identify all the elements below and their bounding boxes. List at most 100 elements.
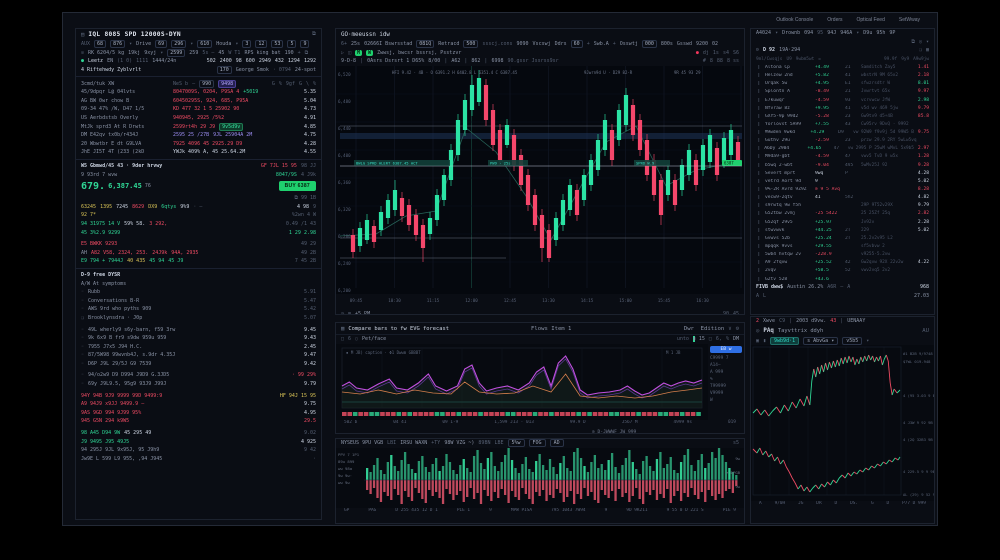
volume-tab-row[interactable]: NYSEUS 9PU VGB LBI IRSU WAXN +TY 98W VZG ~) 8…	[336, 439, 744, 448]
scanner-row[interactable]: ▕▏ Nfvraw 8z +9.95 41 v5d wv 469 5jw 9.79	[751, 104, 934, 112]
quote-row[interactable]: ❏ Brooklynsdra · J0p 5.07	[76, 314, 321, 323]
scanner-row[interactable]: ▕▏M9wden 9wkd +4.29 D9 vw 92W9 f9v9j 5d 99W…	[751, 129, 934, 137]
chart-toolbar-row[interactable]: 9-D-8 | 0Asrs Dsrsrt 1 D65% 8/00 | A62 | 862 | 69…	[336, 57, 744, 66]
watchlist-row[interactable]: 9 93rd 7 wvw 8047/9S 4 J9k	[76, 170, 321, 179]
quote-row[interactable]: E9 794 + 7944J 40 435 45 94 45 J9 7 45 2B	[76, 257, 321, 266]
detail-chart[interactable]: #1 B2B 9/9748 $7WL 019-948 4 (95 3.03 9 B 4…	[751, 345, 934, 502]
scanner-row[interactable]: ▕▏ M9da9-gbt -4.59 47 vwv5 TvD 9 w5x 1.28	[751, 153, 934, 161]
quote-row[interactable]: ◦ 7955 J7x5 J94 H.C. 2.45	[76, 342, 321, 351]
watchlist-row[interactable]: 20 Wbwtbr E dt G9LVA 7925 4096 45 2925.29…	[76, 140, 321, 149]
scanner-toolbar-row[interactable]: A4024 ▾ Drownb 094 95 94J 946A ▾ D9u 95h 9P	[751, 29, 934, 38]
watchlist-row[interactable]: 3cmd/tuk XW NeS b —990 9498 G% 9gf G \%	[76, 79, 321, 88]
window-menu-icon[interactable]: ▤	[81, 31, 85, 38]
scanner-row[interactable]: ▕▏ Gvwvs 52b +25.24 2T 25.2v2v95 L2	[751, 234, 934, 242]
watchlist-row[interactable]: W5 Gbmwd/45 43 · 9der hrvwy GF 7JL 15 95 9…	[76, 162, 321, 171]
row-segment: DX9	[148, 203, 158, 210]
quote-row[interactable]: D-9 free DYSR	[76, 271, 321, 280]
scanner-row[interactable]: ▕▏ G52qf 29v5 +25.97 Jv92v 2.28	[751, 218, 934, 226]
detail-toolbar-row[interactable]: ▣ ▮ 9wb9d·1 s AbvGa ▾ v5b5 ▾	[751, 336, 934, 346]
quote-row[interactable]: 45 3%2.9 9299 1 29 2.98	[76, 228, 321, 237]
scanner-row[interactable]: ▕▏ Altona Cp +4.49 21 Samditch Zay5 1.41	[751, 63, 934, 71]
watchlist-row[interactable]: ⊙ RK 6204/5 kg 19kj 9xyj ▾ 2599 259 5s —45 W T1 R…	[76, 48, 321, 58]
top-menu-item[interactable]: Orders	[827, 16, 843, 23]
quote-row[interactable]: ◦ 87/5W98 99wvnb4J, s.9dr 4.35J 9.47	[76, 351, 321, 360]
candlestick-chart[interactable]: BWLG SPRD ALERT 6387.45 ACT PW9 · 25s SPRD…	[336, 65, 744, 310]
chart-bottom-bar[interactable]: ◷ ⊞ +5 PM 90 45	[336, 310, 744, 315]
scanner-row[interactable]: ▕▏ Splontn A -8.49 21 Jvwrtvt 65x 9.97	[751, 88, 934, 96]
top-menu-item[interactable]: Optical Feed	[856, 16, 885, 23]
chart-toolbar-row[interactable]: 6+ 25s 02666I Bswrsstad 081Q Retracd 500 ssscj…	[336, 40, 744, 49]
scanner-row[interactable]: ▕▏ 5wb4 hvtqw 2v -228.9 v9255-5.2vw	[751, 251, 934, 259]
quote-row[interactable]: 98 A45 D94 9W 45 295 49 9.02	[76, 429, 321, 438]
row-segment: ◷	[341, 311, 345, 315]
quote-row[interactable]: 92 7* %2wn 4 W	[76, 211, 321, 220]
top-menu-item[interactable]: Outlook Console	[776, 16, 814, 23]
quote-row[interactable]: ◦ 9k 6x9 B fr9 s9dw 959u 959 9.43	[76, 334, 321, 343]
quote-row[interactable]: ◦ Rubb 5.91	[76, 288, 321, 297]
scanner-row[interactable]: ▕▏ stwvwvk +44.25 2T 229 5.02	[751, 226, 934, 234]
quote-row[interactable]: 94 31975 14 V 59% 58. 3 292, 0.49 /1 43	[76, 220, 321, 229]
scanner-row[interactable]: ▕▏ Guthv 29u -2.59 23 przw 29.9 2RY 5wLw5vq	[751, 137, 934, 145]
scanner-row[interactable]: ▕▏ A6Dy 2904 +4.65 47 vw 2995 P 25wM wMvL 5x…	[751, 145, 934, 153]
quote-row[interactable]: ◦ Conversations B-R 5.47	[76, 296, 321, 305]
quote-row[interactable]: 9AS 9GD 994 9J99 95% 4.95	[76, 409, 321, 418]
quote-row[interactable]: ◦ AWS 9rd who pyths 909 5.42	[76, 305, 321, 314]
scanner-row[interactable]: ▕▏ 2vqv +58.5 52 vwv2vq5 2v2	[751, 267, 934, 275]
quote-row[interactable]: ◦ 69y J9L9.5, 95g9 93J9 J99J 9.79	[76, 380, 321, 389]
scanner-row[interactable]: ▕▏ Yorlovst 5A99 +7.55 43 Cw95rv 9DvQ · 9992	[751, 120, 934, 128]
watchlist-row[interactable]: US Aerbdstsb Overly 940945, 2925 /5%2 4.91	[76, 114, 321, 123]
scanner-row[interactable]: ▕▏ Helzew 2nd +5.82 41 wbstrN 9M 65x2 2.18	[751, 72, 934, 80]
buy-button[interactable]: BUY 6387	[278, 181, 316, 192]
flows-toolbar-row[interactable]: □ 6 ▯ Pet/face unto ▮ 15 □ 6,% DM	[336, 335, 744, 344]
quote-row[interactable]: Jw9E L 599 L9 955, ,94 J945 ·	[76, 455, 321, 464]
scanner-row[interactable]: ▕▏ G52tbw 2vmj -25 5422 25 25Zf 25q 2.82	[751, 210, 934, 218]
scanner-row[interactable]: ▕▏ GXY5-9p 99d2 -5.28 23 Gw9tv9 d5+4B 85.8	[751, 112, 934, 120]
scanner-toolbar-row[interactable]: ⚙ D 92 19A·294 ❏ ▦	[751, 46, 934, 55]
scanner-toolbar-row[interactable]: ⧉ ◎ ▾	[751, 38, 934, 47]
watchlist-row[interactable]: JhE JI5T 4T (233 (2kD YWJk 409% A, 45 25.…	[76, 148, 321, 157]
quote-row[interactable]: ◦ D6P J9L 29/5J G9 7539 9.42	[76, 360, 321, 369]
watchlist-row[interactable]: 45/9dpqr L@ 04lvts 8047009S, 0204, P9SA 4…	[76, 88, 321, 97]
watchlist-row[interactable]: AUX 68 876 ▾ Drive 69 296 ▾ 610 Houda ▾ 3 12 53 5 9	[76, 40, 321, 49]
quote-row[interactable]: J9 9495 J95 49J5 4 925	[76, 437, 321, 446]
top-menu-item[interactable]: SetWway	[898, 16, 920, 23]
flows-edition[interactable]: Dwr Edition	[683, 325, 725, 332]
quote-row[interactable]: AH A82 V58, 2324, 253. 24J9k 94A, 2935 49 2B	[76, 248, 321, 257]
scanner-toolbar-row[interactable]: 9ml/Cwsqjs U9 9wbm5wt = 99.9f 9y9 A9w9jw	[751, 55, 934, 64]
watchlist-row[interactable]: 09-34 47% /W, D47 1/5 KD 477 32 1 5 25902…	[76, 105, 321, 114]
chart-toolbar-row[interactable]: ▷ ◫ M W Zwwsj, bwcsr bssrsj, Psstzvr ● dj 1s s4 S…	[336, 49, 744, 58]
quote-row[interactable]: ◦ 49L wherly9 s6y-barn, f59 3rw 9.45	[76, 325, 321, 334]
flows-legend-pill[interactable]: EB w	[710, 345, 742, 353]
scanner-row[interactable]: ▕▏ s9rwtq 9w f5h 29P 9T52v29X 9.79	[751, 202, 934, 210]
quote-row[interactable]: ◦ 94/o2w9 D9 D994 J9D9 G.3JD5 · 99 29%	[76, 371, 321, 380]
popout-icon[interactable]: ⧉	[312, 31, 316, 37]
watchlist-row[interactable]: ● Leetz EN (1 0) 1111 1444/24n 502 2400 98 600 294…	[76, 57, 321, 66]
gear-icon[interactable]: ⚙	[735, 325, 739, 332]
quote-row[interactable]: 63245 1395 7245 8629 DX9 6qtys 9%9 · — 4 98 9	[76, 203, 321, 212]
scanner-row[interactable]: ▕▏ b5wq 2-wbt -9.04 4V5 5wMv25J 92 9.28	[751, 161, 934, 169]
quote-row[interactable]: 94 295J 9JL 9x95J, 95 J9h9 9 42	[76, 446, 321, 455]
scanner-row[interactable]: ▕▏ mpqqk 9vvs +29.55 sf5vbvw 2	[751, 242, 934, 250]
scanner-row[interactable]: ▕▏ Urqak 5w +4.95 E1 sfwzrsdtr W 8.01	[751, 80, 934, 88]
scanner-row[interactable]: ▕▏ G2tv 528 +43.6	[751, 275, 934, 283]
scanner-row[interactable]: ▕▏ 9%-2R Avrd 9Z9Z ⊙ 9 5 Avq 8.28	[751, 185, 934, 193]
quote-row[interactable]: 94Y 94B 9J9 9999 99D 9499:9 HF 94J 15 95	[76, 391, 321, 400]
chevron-down-icon[interactable]: ∨	[728, 325, 732, 332]
volume-chart[interactable]: PPV 7 1P1 89u 899 ww 98a 9w 9w· ww 9w 9w ≡ DPG…	[336, 447, 744, 508]
quote-row[interactable]: A/W At symptoms	[76, 279, 321, 288]
quote-row[interactable]: A9 94J9 x9JJ 9499.9 — 9.75	[76, 400, 321, 409]
scanner-row[interactable]: ▕▏ vecw9-2qtv 41 5h2 4.82	[751, 194, 934, 202]
watchlist-row[interactable]: AG BW 0wr chow B 60450295S, 924, 685, P95…	[76, 97, 321, 106]
scanner-row[interactable]: ▕▏ Severt mprt 9wq P 4.28	[751, 169, 934, 177]
ticket-tools[interactable]: ⧉ 99 1B	[294, 195, 316, 202]
quote-row[interactable]: 945 G5N 294 k9W5 29.5	[76, 417, 321, 426]
scanner-row[interactable]: ▕▏ E7kuwqr -4.59 93 vcrvwcw JfW 2.98	[751, 96, 934, 104]
scanner-row[interactable]: ▕▏ A9 2fqvw +25.52 42 Gw2qvw 92X 22v2w 4.22	[751, 259, 934, 267]
quote-row[interactable]: E5 BWKK 9293 49 29	[76, 240, 321, 249]
scanner-row[interactable]: ▕▏ vetrd Aort 9d 9 5.02	[751, 177, 934, 185]
watchlist-row[interactable]: 4 Riftehwdy Zyblvrlt 170 George Smok · 0794…	[76, 66, 321, 75]
grid-icon[interactable]: ▦	[341, 325, 345, 332]
watchlist-row[interactable]: MtJk sprd3 At R Drwts 2599rt4h 29 J9 9v5d9…	[76, 122, 321, 131]
flows-chart[interactable]: ▪ M JB) caption · Φ1 Dwwm GBBBT M 1 JB EB…	[336, 343, 744, 420]
watchlist-row[interactable]: DM E42qv tx0b/r434J 2595 25 /27B 9JL 25904…	[76, 131, 321, 140]
